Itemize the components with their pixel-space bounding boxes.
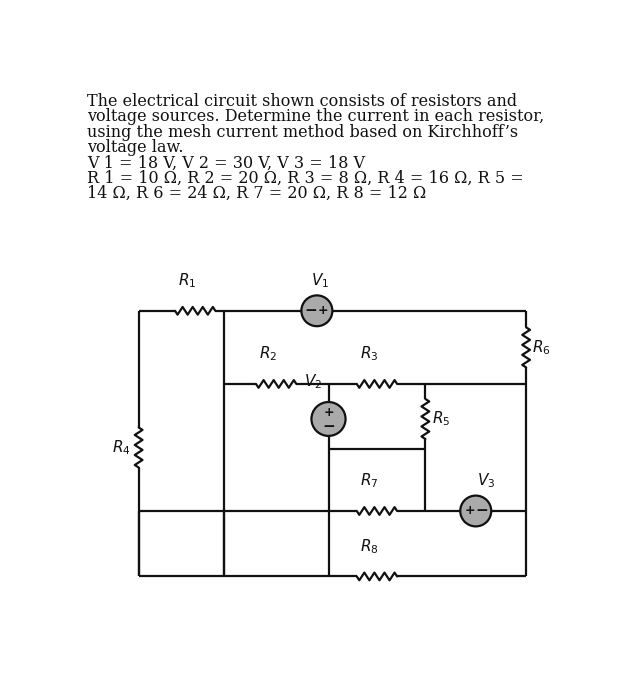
Text: $R_4$: $R_4$ [111, 438, 130, 457]
Text: +: + [317, 305, 328, 317]
Circle shape [312, 402, 346, 436]
Text: voltage law.: voltage law. [87, 139, 183, 156]
Text: The electrical circuit shown consists of resistors and: The electrical circuit shown consists of… [87, 93, 517, 110]
Text: $R_7$: $R_7$ [360, 471, 379, 490]
Text: −: − [475, 503, 488, 519]
Text: $R_1$: $R_1$ [178, 271, 196, 290]
Text: voltage sources. Determine the current in each resistor,: voltage sources. Determine the current i… [87, 108, 544, 125]
Circle shape [301, 296, 332, 326]
Text: $V_2$: $V_2$ [304, 373, 322, 391]
Text: $R_5$: $R_5$ [431, 410, 450, 429]
Circle shape [460, 496, 491, 526]
Text: using the mesh current method based on Kirchhoff’s: using the mesh current method based on K… [87, 123, 518, 141]
Text: 14 Ω, R 6 = 24 Ω, R 7 = 20 Ω, R 8 = 12 Ω: 14 Ω, R 6 = 24 Ω, R 7 = 20 Ω, R 8 = 12 Ω [87, 185, 426, 202]
Text: +: + [464, 505, 475, 517]
Text: −: − [305, 303, 317, 319]
Text: +: + [323, 406, 334, 419]
Text: V 1 = 18 V, V 2 = 30 V, V 3 = 18 V: V 1 = 18 V, V 2 = 30 V, V 3 = 18 V [87, 155, 365, 171]
Text: $R_8$: $R_8$ [360, 537, 379, 556]
Text: $R_2$: $R_2$ [260, 344, 278, 363]
Text: $V_3$: $V_3$ [477, 471, 496, 490]
Text: −: − [322, 419, 335, 434]
Text: $V_1$: $V_1$ [310, 271, 329, 290]
Text: R 1 = 10 Ω, R 2 = 20 Ω, R 3 = 8 Ω, R 4 = 16 Ω, R 5 =: R 1 = 10 Ω, R 2 = 20 Ω, R 3 = 8 Ω, R 4 =… [87, 170, 524, 187]
Text: $R_3$: $R_3$ [360, 344, 379, 363]
Text: $R_6$: $R_6$ [533, 338, 551, 357]
